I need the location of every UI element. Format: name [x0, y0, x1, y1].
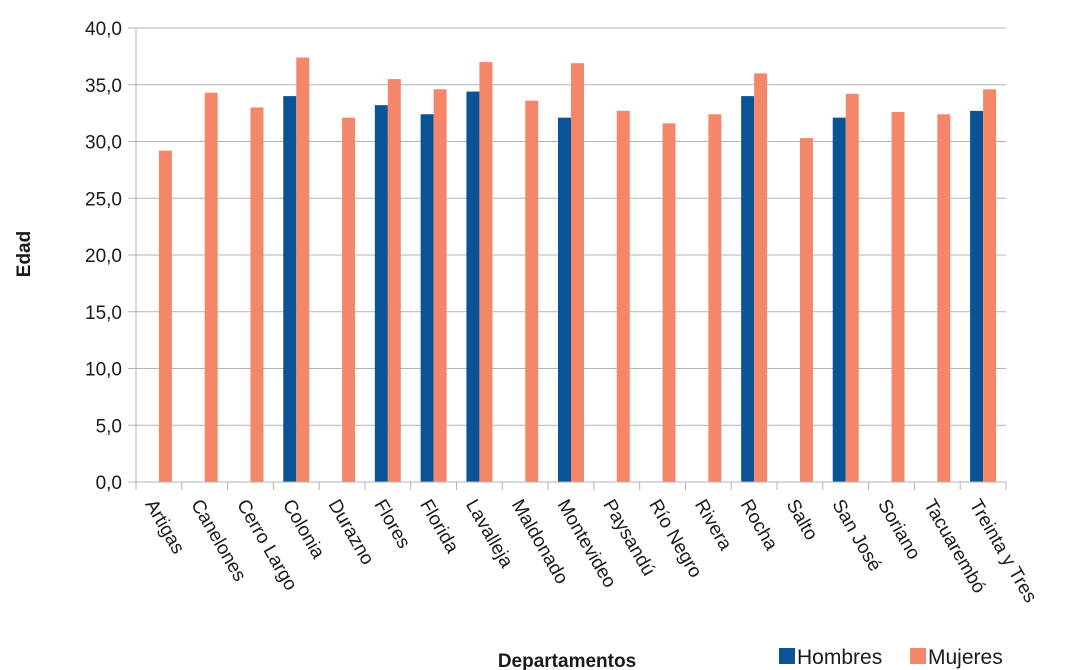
bar-mujeres [571, 63, 584, 483]
bar-mujeres [891, 111, 905, 483]
x-tick-label: Rivera [690, 496, 736, 554]
x-tick-label: Artigas [141, 496, 189, 558]
bar-mujeres [204, 92, 218, 482]
bar-mujeres [433, 89, 447, 482]
bar-hombres [741, 96, 755, 482]
bar-mujeres [342, 117, 356, 482]
x-tick-label: Durazno [324, 496, 378, 569]
bars [158, 57, 997, 483]
x-tick-label: Colonia [278, 496, 329, 563]
legend-swatch [779, 648, 795, 664]
legend: Hombres Mujeres [779, 646, 1003, 669]
bar-mujeres [525, 100, 539, 482]
bar-mujeres [479, 62, 493, 483]
y-tick-label: 30,0 [85, 133, 122, 154]
bar-mujeres [708, 114, 722, 482]
bar-mujeres [616, 110, 630, 482]
legend-swatch [910, 648, 926, 664]
x-tick-label: Florida [415, 496, 462, 557]
bar-hombres [374, 105, 388, 483]
y-tick-label: 35,0 [85, 76, 122, 97]
y-tick-label: 20,0 [85, 246, 122, 267]
y-axis-ticks: 0,0 5,0 10,0 15,0 20,0 25,0 30,0 35,0 40,0 [85, 19, 136, 494]
bar-hombres [466, 91, 480, 482]
x-tick-label: Flores [370, 496, 415, 552]
bar-hombres [283, 96, 297, 482]
y-tick-label: 40,0 [85, 19, 122, 40]
x-tick-label: Soriano [873, 496, 924, 563]
x-tick-label: Salto [782, 496, 822, 544]
legend-label: Mujeres [928, 646, 1003, 669]
bar-mujeres [296, 57, 310, 482]
y-axis-title: Edad [14, 231, 35, 277]
bar-mujeres [799, 138, 813, 482]
bar-mujeres [754, 73, 768, 483]
axes [135, 28, 1007, 490]
legend-label: Hombres [797, 646, 882, 669]
bar-hombres [832, 117, 846, 482]
y-tick-label: 5,0 [96, 416, 122, 437]
y-tick-label: 15,0 [85, 303, 122, 324]
bar-mujeres [387, 79, 401, 482]
y-tick-label: 0,0 [96, 473, 122, 494]
bar-mujeres [158, 150, 172, 482]
y-tick-label: 10,0 [85, 360, 122, 381]
bar-hombres [558, 117, 571, 482]
bar-hombres [970, 110, 984, 482]
x-tick-label: Rocha [736, 496, 782, 554]
bar-hombres [420, 114, 434, 482]
y-tick-label: 25,0 [85, 189, 122, 210]
x-axis-title: Departamentos [498, 651, 636, 670]
bar-mujeres [662, 123, 676, 482]
bar-mujeres [937, 114, 951, 482]
bar-mujeres [983, 89, 997, 482]
bar-mujeres [250, 107, 264, 482]
bar-mujeres [845, 93, 859, 482]
